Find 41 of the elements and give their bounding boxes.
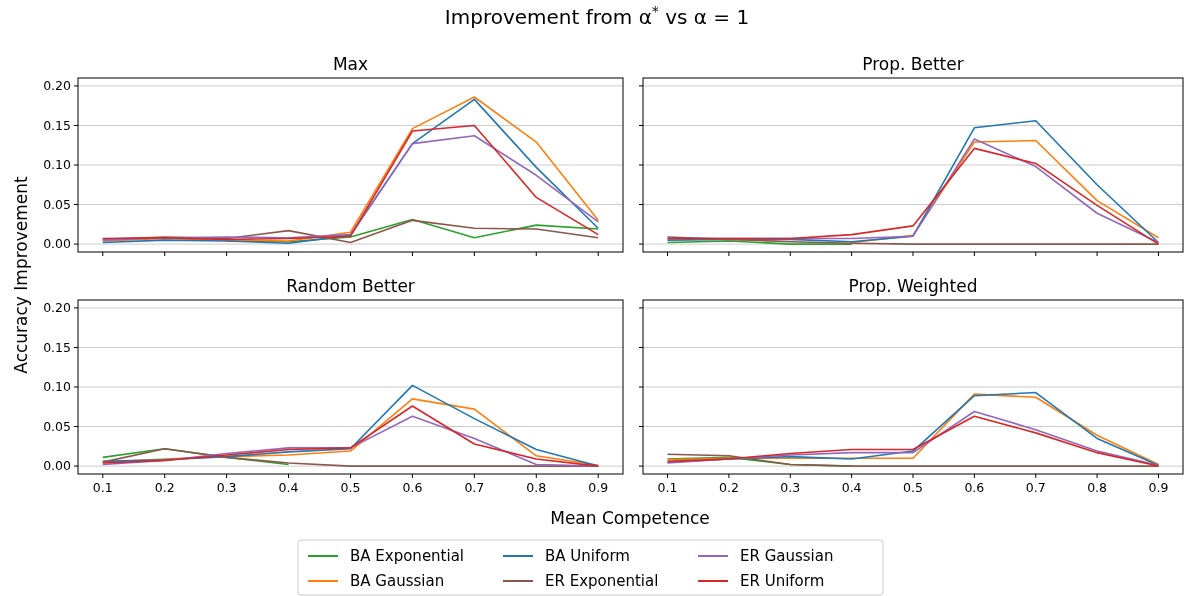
x-tick-label: 0.2 <box>154 480 175 495</box>
y-tick-label: 0.15 <box>43 339 71 355</box>
x-tick-label: 0.2 <box>718 480 739 495</box>
legend-label: BA Gaussian <box>350 572 445 591</box>
x-tick-label: 0.8 <box>1087 480 1108 495</box>
y-tick-label: 0.15 <box>43 117 71 133</box>
y-tick-label: 0.10 <box>43 379 72 395</box>
y-tick-label: 0.00 <box>43 236 72 252</box>
x-tick-label: 0.3 <box>216 480 237 495</box>
y-tick-label: 0.00 <box>43 458 72 474</box>
chart-title: Random Better <box>286 276 415 296</box>
y-tick-label: 0.10 <box>43 157 72 173</box>
x-tick-label: 0.7 <box>464 480 485 495</box>
x-tick-label: 0.5 <box>903 480 923 495</box>
y-tick-label: 0.20 <box>43 78 72 94</box>
x-tick-label: 0.3 <box>780 480 801 495</box>
x-tick-label: 0.4 <box>841 480 862 495</box>
x-tick-label: 0.6 <box>402 480 423 495</box>
x-tick-label: 0.8 <box>526 480 547 495</box>
legend-label: ER Gaussian <box>740 547 834 566</box>
x-tick-label: 0.9 <box>588 480 609 495</box>
legend-label: BA Uniform <box>545 547 630 566</box>
x-tick-label: 0.9 <box>1148 480 1169 495</box>
text: Improvement from α$^{*}$ vs α = 1 <box>444 3 750 29</box>
chart-title: Prop. Better <box>862 54 964 74</box>
x-tick-label: 0.1 <box>92 480 113 495</box>
x-tick-label: 0.5 <box>340 480 361 495</box>
chart-title: Prop. Weighted <box>848 276 978 296</box>
y-axis-title: Accuracy Improvement <box>11 175 31 374</box>
x-tick-label: 0.6 <box>964 480 985 495</box>
legend-label: ER Uniform <box>740 572 825 591</box>
legend-label: BA Exponential <box>350 547 465 566</box>
x-tick-label: 0.4 <box>278 480 299 495</box>
chart-title: Max <box>332 54 369 74</box>
y-tick-label: 0.05 <box>43 418 71 434</box>
y-tick-label: 0.20 <box>43 300 72 316</box>
legend-label: ER Exponential <box>545 572 659 591</box>
x-axis-title: Mean Competence <box>550 508 710 528</box>
x-tick-label: 0.1 <box>657 480 678 495</box>
x-tick-label: 0.7 <box>1025 480 1046 495</box>
y-tick-label: 0.05 <box>43 196 71 212</box>
